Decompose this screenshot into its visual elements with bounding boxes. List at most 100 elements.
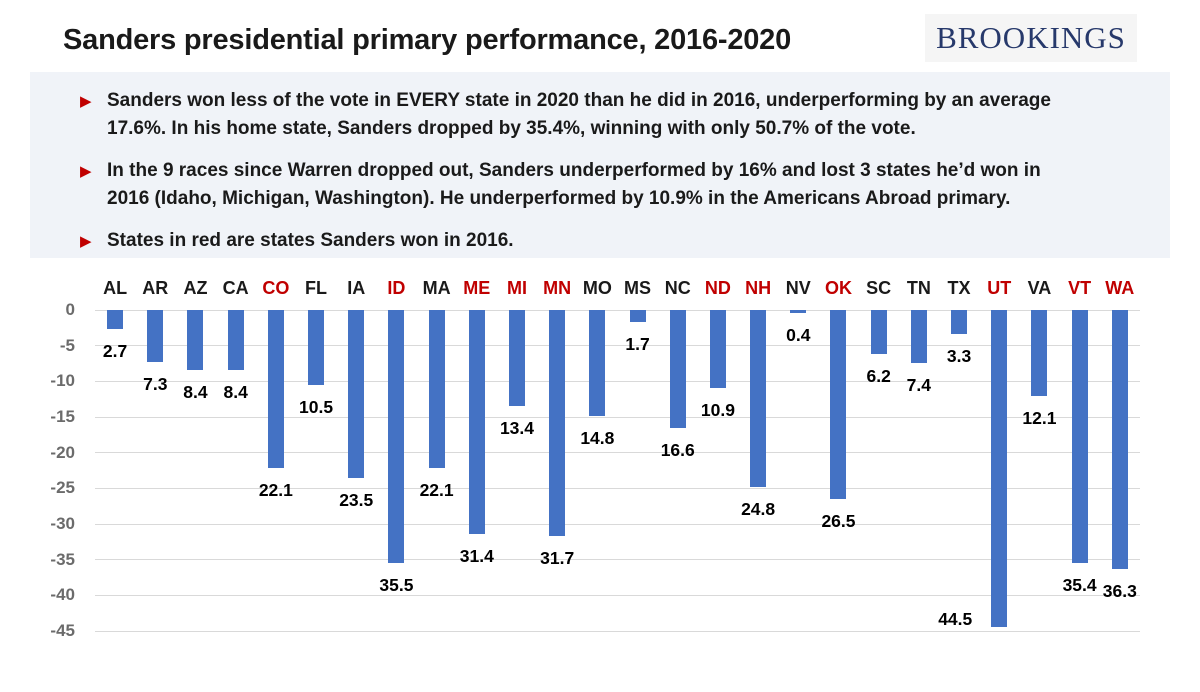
bullet-arrow-icon: ▶	[80, 93, 92, 110]
bar	[187, 310, 204, 370]
bar	[308, 310, 325, 385]
gridline	[95, 630, 1140, 632]
bar	[428, 310, 445, 468]
bar-column: 6.2	[859, 310, 899, 631]
state-label: MS	[624, 278, 652, 298]
bar-column: 1.7	[617, 310, 657, 631]
bar	[468, 310, 485, 534]
bar	[830, 310, 847, 500]
bar	[107, 310, 124, 330]
state-label: MI	[506, 278, 527, 298]
bar-column: 7.3	[135, 310, 175, 631]
bar	[669, 310, 686, 429]
bullet-item: ▶ States in red are states Sanders won in…	[80, 227, 1170, 256]
bar	[147, 310, 164, 363]
bar-value-label: 23.5	[339, 489, 374, 510]
state-label: VT	[1068, 278, 1092, 298]
y-tick-label: -30	[50, 514, 75, 533]
gridline	[95, 309, 1140, 311]
bar	[910, 310, 927, 363]
bar-value-label: 31.4	[459, 545, 494, 566]
bar-column: 16.6	[658, 310, 698, 631]
y-tick-label: -10	[50, 371, 75, 391]
bar	[508, 310, 525, 406]
bar-value-label: 22.1	[258, 479, 293, 500]
bar	[1071, 310, 1088, 563]
bar-column: 22.1	[256, 310, 296, 631]
gridline	[95, 594, 1140, 596]
bar-column: 35.4	[1060, 310, 1100, 631]
bar-value-label: 13.4	[499, 417, 534, 438]
y-tick-label: -40	[50, 585, 75, 605]
bar-column: 24.8	[738, 310, 778, 631]
y-tick-label: -5	[59, 335, 75, 355]
state-label: ND	[704, 278, 731, 298]
bar-value-label: 7.4	[906, 374, 932, 395]
bar-column: 31.7	[537, 310, 577, 631]
state-label: FL	[305, 278, 328, 298]
bar-column: 13.4	[497, 310, 537, 631]
bar-column: 12.1	[1019, 310, 1059, 631]
bar-value-label: 6.2	[866, 366, 891, 387]
y-tick-label: -15	[50, 407, 75, 426]
bar-column: 14.8	[577, 310, 617, 631]
chart-category-axis: AL AR AZ CA CO FL IA ID MA ME MI MN MO MS NC ND NH NV OK SC…	[95, 278, 1140, 302]
y-tick-label: -20	[50, 442, 75, 462]
bar-column: 31.4	[457, 310, 497, 631]
bar	[227, 310, 244, 370]
bar	[790, 310, 807, 313]
state-label: MO	[582, 278, 612, 298]
bar-value-label: 2.7	[102, 341, 128, 362]
bullet-text-line: 17.6%. In his home state, Sanders droppe…	[107, 118, 916, 139]
gridline	[95, 380, 1140, 382]
bar-column: 35.5	[376, 310, 416, 631]
bar-value-label: 22.1	[419, 479, 454, 500]
bar-column: 44.5	[938, 310, 1019, 631]
bullet-text: Sanders won less of the vote in EVERY st…	[107, 87, 1051, 143]
chart-value-axis: 0 -5 -10 -15 -20 -25 -30 -35 -40 -45	[0, 300, 78, 640]
state-label: TX	[947, 278, 971, 298]
bar-value-label: 10.9	[700, 399, 735, 420]
gridline	[95, 523, 1140, 525]
state-label: AZ	[183, 278, 208, 298]
bar	[951, 310, 968, 334]
state-label: AL	[103, 278, 128, 298]
bar-columns: 2.7 7.3 8.4 8.4 22.1 10.5 23.5 35.5 22.1 31.4 13.4…	[95, 310, 1140, 631]
bullet-text: States in red are states Sanders won in …	[107, 227, 514, 256]
state-label: ME	[463, 278, 491, 298]
bar-chart-plot-area: 2.7 7.3 8.4 8.4 22.1 10.5 23.5 35.5 22.1 31.4 13.4…	[95, 309, 1140, 632]
bullet-panel: ▶ Sanders won less of the vote in EVERY s…	[30, 72, 1170, 258]
bar-value-label: 35.4	[1062, 574, 1097, 595]
bullet-text-line: Sanders won less of the vote in EVERY st…	[107, 90, 1051, 111]
state-label: NH	[745, 278, 772, 298]
bar	[991, 310, 1008, 628]
bar-value-label: 16.6	[660, 440, 695, 461]
gridline	[95, 559, 1140, 561]
bar	[589, 310, 606, 416]
bar-column: 36.3	[1100, 310, 1140, 631]
state-label: SC	[866, 278, 892, 298]
state-label: UT	[987, 278, 1012, 298]
bullet-text-line: States in red are states Sanders won in …	[107, 230, 514, 251]
bar	[1031, 310, 1048, 397]
bar-value-label: 1.7	[625, 334, 650, 355]
state-label: IA	[347, 278, 366, 298]
state-label: VA	[1027, 278, 1052, 298]
bar-column: 26.5	[818, 310, 858, 631]
gridline	[95, 487, 1140, 489]
bar-column: 22.1	[417, 310, 457, 631]
y-tick-label: -25	[50, 478, 75, 498]
bar-value-label: 7.3	[143, 374, 168, 395]
bar-value-label: 12.1	[1022, 408, 1057, 429]
bar-value-label: 3.3	[946, 345, 972, 366]
bar-column: 0.4	[778, 310, 818, 631]
bar-value-label: 8.4	[183, 381, 208, 402]
bar-value-label: 14.8	[580, 427, 615, 448]
bar-value-label: 31.7	[540, 548, 575, 569]
bar-column: 8.4	[175, 310, 215, 631]
bullet-item: ▶ Sanders won less of the vote in EVERY s…	[80, 87, 1170, 143]
bar	[629, 310, 646, 323]
state-label: OK	[824, 278, 852, 298]
bullet-text: In the 9 races since Warren dropped out,…	[107, 157, 1041, 213]
bar-column: 7.4	[899, 310, 939, 631]
